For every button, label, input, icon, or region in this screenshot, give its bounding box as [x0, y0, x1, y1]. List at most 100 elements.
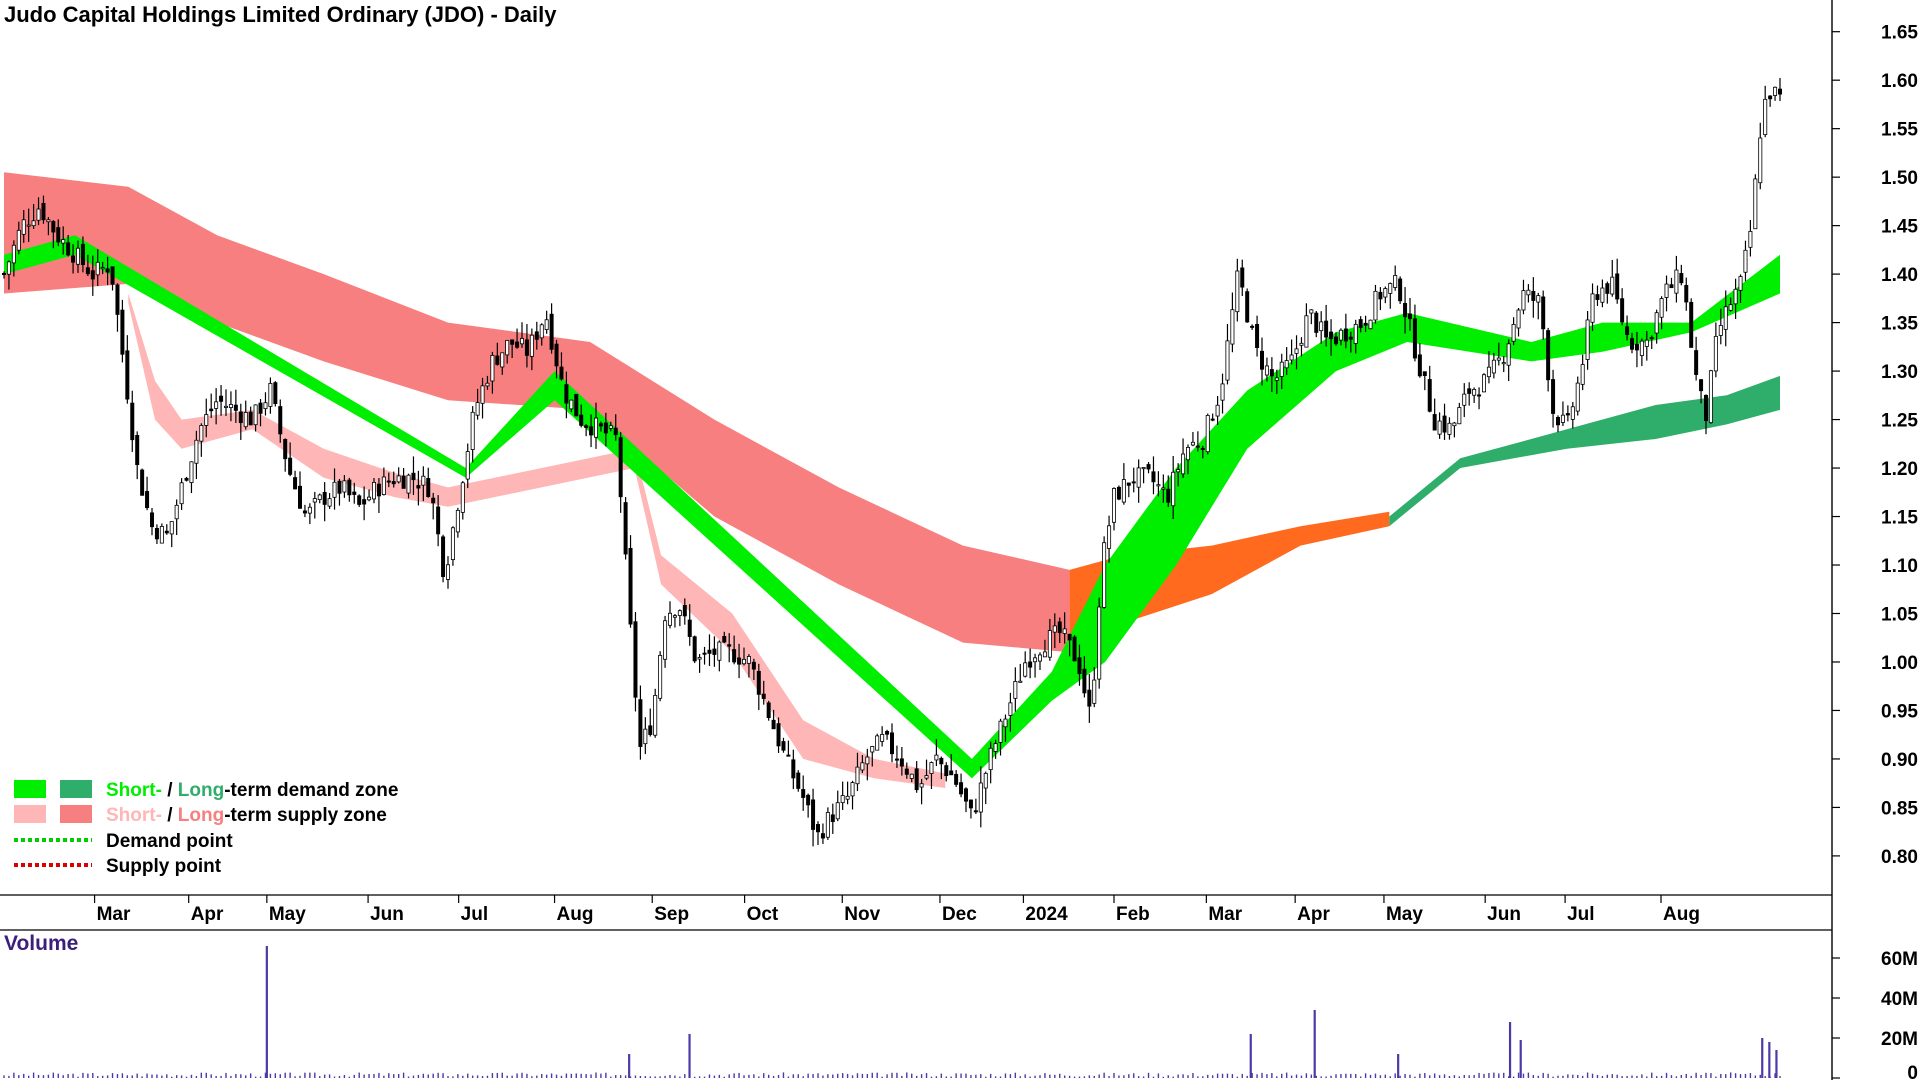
price-candle — [1274, 369, 1279, 395]
price-candle — [1689, 298, 1694, 348]
price-candle — [475, 388, 480, 420]
x-tick-label: Jul — [461, 904, 488, 925]
price-candle — [964, 787, 969, 813]
price-candle — [746, 654, 751, 678]
price-candle — [668, 601, 673, 629]
price-candle — [1684, 277, 1689, 311]
price-candle — [875, 733, 880, 751]
price-candle — [579, 404, 584, 428]
price-candle — [1580, 354, 1585, 391]
volume-tick-label: 20M — [1881, 1029, 1918, 1050]
price-candle — [342, 474, 347, 498]
price-candle — [56, 219, 61, 247]
price-candle — [115, 283, 120, 332]
price-candle — [1166, 475, 1171, 507]
price-candle — [658, 651, 663, 702]
price-candle — [791, 749, 796, 790]
price-candle — [988, 741, 993, 784]
price-candle — [1176, 463, 1181, 487]
price-candle — [1585, 311, 1590, 370]
price-candle — [164, 524, 169, 535]
price-candle — [756, 663, 761, 711]
price-candle — [1432, 398, 1437, 431]
price-candle — [914, 761, 919, 793]
price-candle — [648, 708, 653, 737]
price-candle — [1511, 317, 1516, 346]
price-candle — [130, 390, 135, 452]
x-tick-label: Dec — [942, 904, 977, 925]
price-candle — [1388, 282, 1393, 309]
price-tick-label: 1.00 — [1881, 653, 1918, 674]
price-candle — [594, 402, 599, 449]
price-candle — [11, 240, 16, 277]
price-candle — [850, 780, 855, 810]
price-candle — [238, 403, 243, 440]
price-candle — [219, 385, 224, 416]
price-candle — [95, 249, 100, 286]
price-candle — [1304, 303, 1309, 348]
price-candle — [1131, 467, 1136, 493]
price-candle — [120, 299, 125, 363]
price-candle — [1442, 403, 1447, 440]
price-candle — [233, 389, 238, 423]
price-candle — [1294, 335, 1299, 370]
price-candle — [100, 261, 105, 275]
price-candle — [1605, 281, 1610, 304]
short-term-demand-zone — [4, 235, 1780, 779]
price-candle — [465, 443, 470, 489]
x-tick-label: Sep — [654, 904, 689, 925]
price-candle — [1047, 618, 1052, 661]
price-candle — [1536, 292, 1541, 320]
price-candle — [584, 424, 589, 437]
price-candle — [1708, 369, 1713, 424]
price-candle — [1171, 455, 1176, 520]
price-tick-label: 1.10 — [1881, 556, 1918, 577]
price-candle — [890, 723, 895, 763]
price-candle — [929, 761, 934, 789]
price-candle — [1556, 415, 1561, 433]
price-candle — [1620, 288, 1625, 326]
price-candle — [2, 271, 7, 279]
price-candle — [1417, 343, 1422, 378]
price-candle — [1462, 383, 1467, 418]
price-candle — [1230, 292, 1235, 353]
price-candle — [870, 745, 875, 767]
price-candle — [534, 321, 539, 350]
price-candle — [1136, 459, 1141, 503]
price-candle — [421, 466, 426, 502]
price-candle — [1077, 644, 1082, 686]
price-candle — [426, 467, 431, 498]
price-candle — [209, 393, 214, 419]
price-candle — [268, 377, 273, 414]
x-tick-label: May — [269, 904, 306, 925]
price-candle — [939, 756, 944, 780]
price-candle — [174, 499, 179, 536]
price-candle — [840, 781, 845, 810]
legend-layer: Short- / Long-term demand zone Short- / L… — [14, 780, 398, 877]
price-candle — [223, 389, 228, 416]
price-candle — [771, 709, 776, 730]
price-candle — [1718, 308, 1723, 345]
price-candle — [505, 339, 510, 364]
price-candle — [1491, 352, 1496, 379]
price-candle — [140, 468, 145, 496]
price-candle — [1398, 276, 1403, 304]
price-candle — [1190, 432, 1195, 447]
price-candle — [1062, 612, 1067, 644]
price-candle — [1102, 536, 1107, 609]
price-candle — [495, 342, 500, 366]
price-candle — [61, 226, 66, 255]
price-candle — [801, 775, 806, 811]
price-candle — [608, 421, 613, 432]
price-candle — [1107, 515, 1112, 563]
price-candle — [411, 456, 416, 495]
price-candle — [1393, 265, 1398, 291]
price-candle — [431, 492, 436, 520]
price-candle — [618, 432, 623, 513]
price-candle — [544, 310, 549, 334]
price-candle — [90, 255, 95, 296]
price-candle — [51, 220, 56, 249]
price-candle — [1299, 337, 1304, 357]
price-candle — [362, 486, 367, 521]
